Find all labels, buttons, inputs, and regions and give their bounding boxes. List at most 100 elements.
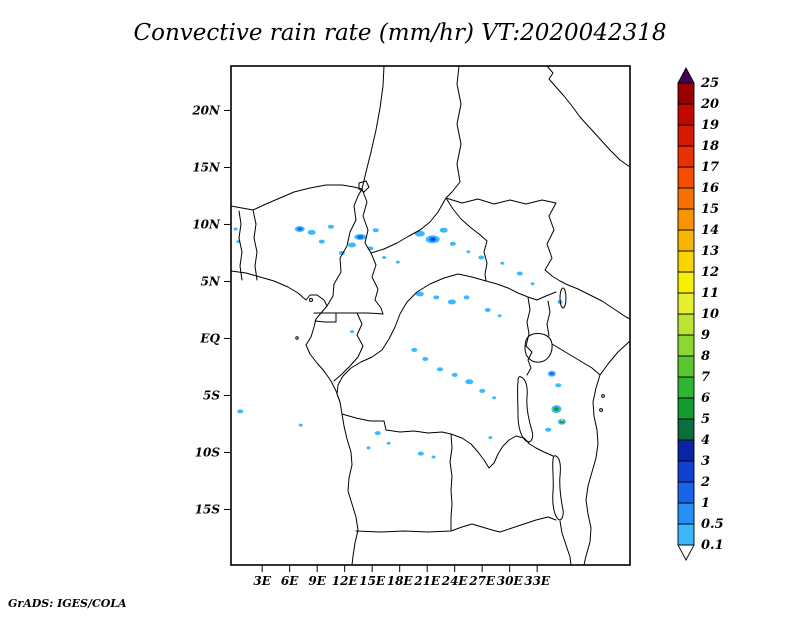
lat-tick-label: 15S [195,502,221,516]
border-ssudan-uganda-kenya [485,280,557,376]
rain-cell [350,330,354,334]
border-cameroon-chad-car [361,188,384,315]
lat-tick-label: 5N [201,274,221,288]
colorbar-segment [677,418,695,441]
lake-victoria [524,333,553,363]
country-borders [230,65,631,566]
colorbar-label: 1 [701,496,710,511]
colorbar-segment [677,250,695,273]
border-nigeria-cameroon [326,188,363,307]
rain-cell [298,423,303,427]
lake-turkana [559,287,567,309]
border-tanzania-kenya [551,343,601,376]
colorbar-segment [677,166,695,189]
rain-cell [415,291,424,297]
colorbar-label: 19 [701,118,719,133]
colorbar-label: 2 [700,475,710,490]
rain-cell [553,407,559,412]
rain-cell [357,235,364,239]
rain-cell [465,379,474,385]
colorbar-segment [677,502,695,525]
colorbar-segment [677,208,695,231]
rain-cell [430,238,435,241]
colorbar-segment [677,187,695,210]
colorbar-label: 10 [701,307,719,322]
rain-cell [437,367,443,372]
rain-overlay [233,224,566,459]
border-gabon-congo [333,312,364,382]
rain-cell [422,357,429,361]
colorbar-segment [677,481,695,504]
rain-cell [449,241,456,246]
border-car-south-sudan [445,197,488,282]
colorbar-label: 8 [701,349,710,364]
lon-tick-label: 24E [441,574,469,588]
coastline-east [583,340,631,566]
colorbar-label: 25 [700,76,719,91]
rain-cell [372,228,379,233]
lon-tick-label: 21E [413,574,441,588]
island-bioko [309,298,313,302]
rain-cell [348,242,356,248]
rain-cell [479,388,486,393]
lon-tick-label: 30E [497,574,524,588]
colorbar-label: 14 [701,223,719,238]
rain-cell [484,308,491,312]
colorbar-label: 5 [701,412,710,427]
lakes [295,180,605,521]
rain-cell [555,383,562,388]
colorbar-label: 9 [701,328,710,343]
rain-cell [545,427,552,432]
rain-cell [297,227,303,231]
lake-tanganyika [517,376,534,443]
colorbar-label: 4 [701,433,710,448]
colorbar-segment [677,82,695,105]
chart-title: Convective rain rate (mm/hr) VT:20200423… [134,20,667,46]
rain-cell [500,261,505,265]
rain-cell [366,446,371,450]
colorbar-label: 16 [701,181,719,196]
colorbar-label: 15 [701,202,719,217]
rain-cell [417,451,424,456]
rain-cell [411,347,418,352]
lon-tick-label: 9E [308,574,326,588]
colorbar-label: 20 [700,97,719,112]
rain-cell [233,227,238,231]
border-cameroon-gabon-eq-guinea [313,312,384,323]
rain-cell [374,431,381,436]
colorbar-segment [677,292,695,315]
coastline-west [230,270,359,566]
colorbar-segment [677,103,695,126]
border-sudan-ethiopia [445,197,631,320]
rain-cell [414,230,425,237]
rain-cell [439,227,448,233]
borders-southern [355,442,572,566]
colorbar-segment [677,313,695,336]
rain-cell [307,229,316,235]
colorbar-segment [677,229,695,252]
rain-cell [516,271,523,276]
map-frame [230,65,631,566]
border-niger-nigeria [252,184,363,211]
rain-cell [451,372,458,377]
lon-tick-label: 18E [387,574,414,588]
colorbar-label: 0.5 [701,517,724,532]
grads-credit: GrADS: IGES/COLA [8,597,127,610]
rain-cell [237,409,244,414]
border-benin-togo [230,205,258,281]
lat-tick-label: EQ [199,331,220,345]
colorbar-segment [677,439,695,462]
rain-cell [463,295,470,300]
rain-cell [395,260,400,264]
rain-cell [560,419,563,422]
lat-tick-label: 20N [191,103,221,117]
longitude-axis: 3E 6E 9E 12E 15E 18E 21E 24E 27E 30E 33E [253,565,551,588]
lake-malawi [552,455,564,521]
lon-tick-label: 12E [332,574,359,588]
colorbar-segment [677,376,695,399]
colorbar-segment [677,124,695,147]
lon-tick-label: 33E [524,574,551,588]
lon-tick-label: 6E [281,574,299,588]
